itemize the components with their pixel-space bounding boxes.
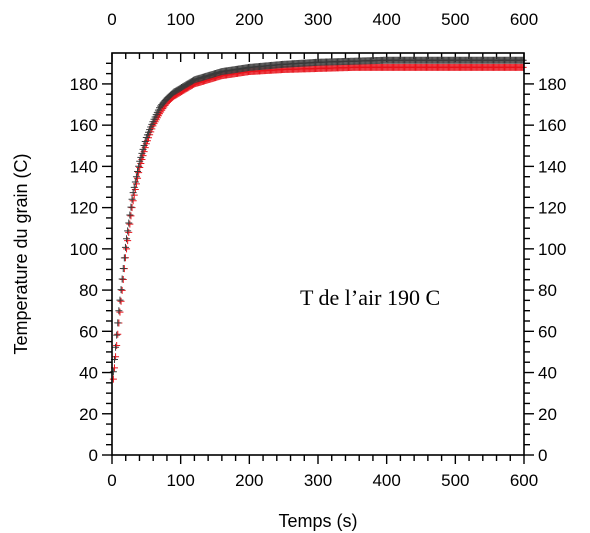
- data-point: [139, 145, 147, 153]
- y-tick-label-right: 60: [538, 322, 557, 341]
- data-point: [121, 243, 129, 251]
- data-point: [123, 235, 131, 243]
- y-tick-label-right: 140: [538, 157, 566, 176]
- y-tick-label-left: 40: [79, 364, 98, 383]
- data-point: [117, 286, 125, 294]
- y-tick-label-left: 0: [89, 446, 98, 465]
- x-tick-label-bottom: 100: [166, 471, 194, 490]
- data-point: [136, 163, 144, 171]
- x-tick-label-bottom: 500: [441, 471, 469, 490]
- x-tick-label-bottom: 600: [510, 471, 538, 490]
- data-point: [138, 149, 146, 157]
- data-point: [120, 254, 128, 262]
- data-point: [113, 341, 121, 349]
- data-point: [129, 197, 137, 205]
- y-tick-label-left: 160: [70, 116, 98, 135]
- x-tick-label-top: 300: [304, 10, 332, 29]
- x-axis-label: Temps (s): [278, 511, 357, 531]
- data-point: [125, 219, 133, 227]
- x-tick-label-top: 400: [372, 10, 400, 29]
- y-tick-label-right: 80: [538, 281, 557, 300]
- data-point: [119, 264, 127, 272]
- y-tick-label-right: 20: [538, 405, 557, 424]
- data-point: [109, 375, 117, 383]
- y-tick-label-right: 180: [538, 75, 566, 94]
- data-point: [134, 167, 142, 175]
- data-point: [134, 174, 142, 182]
- y-tick-label-right: 160: [538, 116, 566, 135]
- data-point: [132, 173, 140, 181]
- data-point: [126, 220, 134, 228]
- data-point: [131, 178, 139, 186]
- data-point: [126, 211, 134, 219]
- x-tick-label-top: 500: [441, 10, 469, 29]
- data-point: [125, 228, 133, 236]
- data-point: [127, 212, 135, 220]
- y-tick-label-right: 100: [538, 240, 566, 259]
- data-point: [135, 169, 143, 177]
- data-point: [136, 157, 144, 165]
- data-point: [519, 63, 527, 71]
- data-point: [117, 297, 125, 305]
- y-tick-label-right: 40: [538, 364, 557, 383]
- y-tick-label-left: 140: [70, 157, 98, 176]
- data-point: [137, 153, 145, 161]
- data-point: [140, 141, 148, 149]
- x-tick-label-bottom: 200: [235, 471, 263, 490]
- data-point: [115, 307, 123, 315]
- x-tick-label-bottom: 400: [372, 471, 400, 490]
- data-point: [112, 343, 120, 351]
- data-point: [124, 227, 132, 235]
- data-point: [116, 296, 124, 304]
- data-point: [128, 195, 136, 203]
- y-tick-label-left: 80: [79, 281, 98, 300]
- y-axis-label: Temperature du grain (C): [11, 153, 31, 354]
- y-tick-label-left: 120: [70, 199, 98, 218]
- y-tick-label-left: 180: [70, 75, 98, 94]
- data-point: [127, 203, 135, 211]
- data-point: [124, 237, 132, 245]
- series-red: [109, 63, 527, 383]
- annotation-air-temperature: T de l’air 190 C: [300, 285, 440, 310]
- x-tick-label-top: 200: [235, 10, 263, 29]
- y-tick-label-right: 120: [538, 199, 566, 218]
- plot-frame: [111, 52, 525, 456]
- data-point: [141, 137, 149, 145]
- data-point: [129, 189, 137, 197]
- y-tick-label-left: 20: [79, 405, 98, 424]
- y-tick-label-right: 0: [538, 446, 547, 465]
- x-tick-label-top: 600: [510, 10, 538, 29]
- x-tick-label-bottom: 300: [304, 471, 332, 490]
- y-tick-label-left: 100: [70, 240, 98, 259]
- data-point: [109, 368, 117, 376]
- data-point: [118, 286, 126, 294]
- data-point: [114, 330, 122, 338]
- data-point: [135, 162, 143, 170]
- x-tick-label-top: 100: [166, 10, 194, 29]
- data-point: [114, 319, 122, 327]
- data-point: [123, 245, 131, 253]
- series-dark: [109, 56, 527, 376]
- x-tick-label-bottom: 0: [107, 471, 116, 490]
- data-point: [519, 56, 527, 64]
- data-point: [118, 275, 126, 283]
- data-point: [116, 308, 124, 316]
- data-point: [113, 331, 121, 339]
- data-point: [130, 183, 138, 191]
- y-tick-label-left: 60: [79, 322, 98, 341]
- x-tick-label-top: 0: [107, 10, 116, 29]
- axis-ticks: [102, 53, 534, 464]
